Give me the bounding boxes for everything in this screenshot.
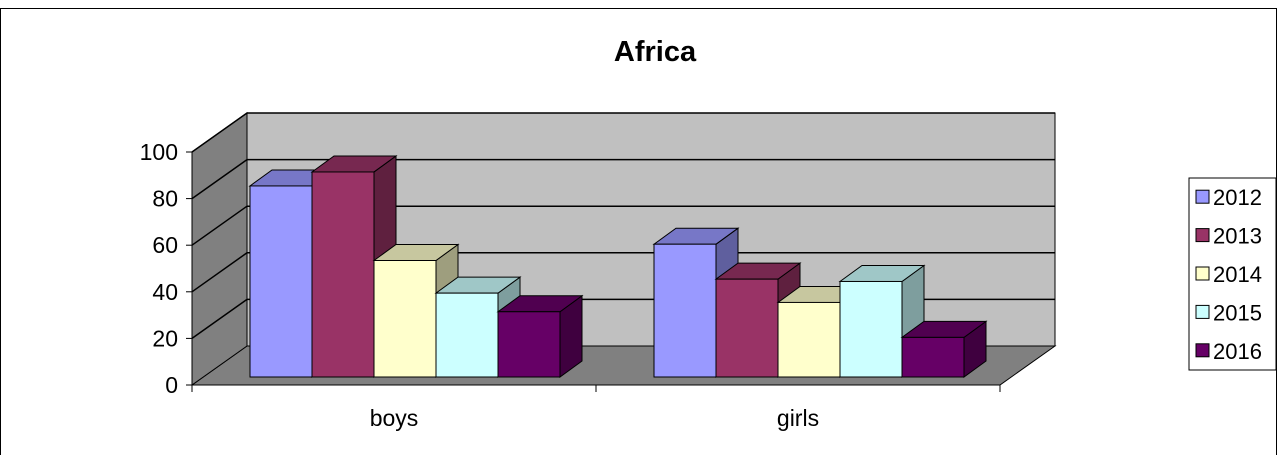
y-tick-label: 80 — [152, 186, 178, 212]
bar-2016-girls — [900, 320, 988, 378]
axes: 0 20 40 60 80 100 boys girls — [140, 139, 1001, 431]
bar-front — [249, 185, 313, 378]
legend-swatch-2014 — [1195, 266, 1210, 281]
legend-label-2016: 2016 — [1213, 339, 1262, 364]
gridline — [191, 112, 1055, 153]
gridline — [191, 252, 1055, 293]
bars — [248, 154, 988, 378]
legend-label-2012: 2012 — [1213, 185, 1262, 210]
legend-swatch-2016 — [1195, 343, 1210, 358]
bar-front — [777, 301, 841, 378]
legend: 2012 2013 2014 2015 2016 — [1188, 177, 1277, 371]
side-wall — [191, 112, 248, 386]
y-tick-label: 100 — [140, 139, 178, 165]
bar-front — [715, 278, 779, 378]
legend-label-2014: 2014 — [1213, 262, 1262, 287]
bar-front — [901, 336, 965, 378]
y-tick-label: 20 — [152, 325, 178, 351]
bar-front — [839, 280, 903, 378]
x-tick-label: boys — [370, 405, 419, 431]
bar-front — [373, 260, 437, 378]
y-tick-label: 40 — [152, 279, 178, 305]
y-tick-label: 60 — [152, 232, 178, 258]
bar-2016-boys — [496, 294, 584, 378]
bar-front — [653, 243, 717, 378]
bar-front — [435, 292, 499, 378]
legend-swatch-2015 — [1195, 304, 1210, 319]
bar-2015-girls — [838, 264, 926, 378]
legend-swatch-2013 — [1195, 228, 1210, 243]
y-tick-label: 0 — [165, 372, 178, 398]
chart-title: Africa — [614, 36, 697, 68]
gridline — [191, 158, 1055, 200]
bar-front — [311, 171, 375, 378]
legend-swatch-2012 — [1195, 189, 1210, 204]
gridline — [191, 205, 1055, 246]
legend-label-2013: 2013 — [1213, 224, 1262, 249]
bar-front — [497, 311, 561, 378]
legend-label-2015: 2015 — [1213, 300, 1262, 325]
x-tick-label: girls — [777, 405, 819, 431]
